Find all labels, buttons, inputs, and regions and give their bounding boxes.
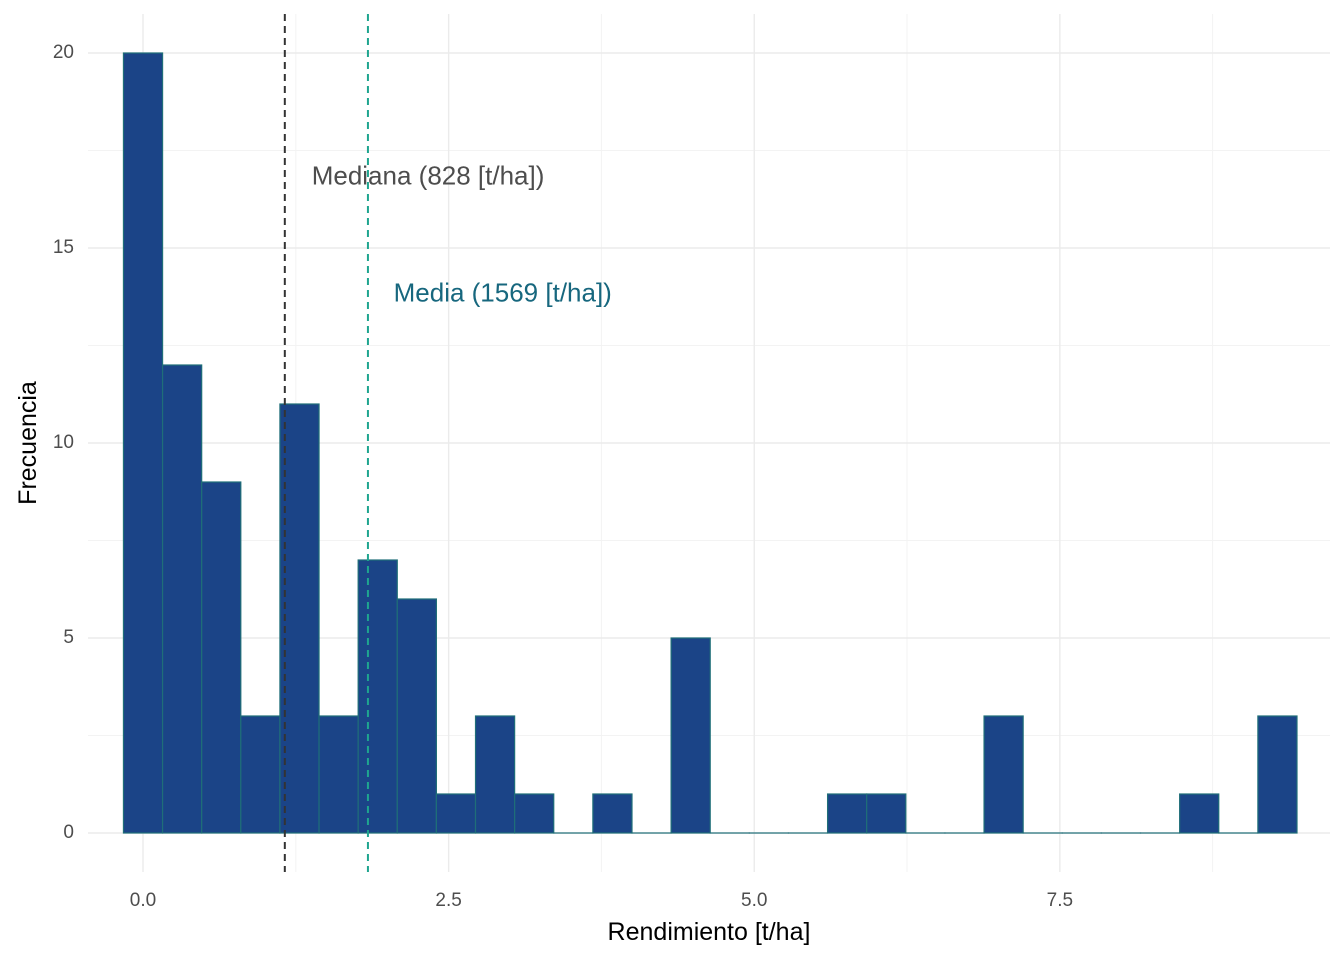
x-tick-label: 5.0: [741, 890, 767, 911]
x-axis-ticks: 0.0 2.5 5.0 7.5: [130, 890, 1073, 911]
histogram-bar: [435, 793, 477, 834]
histogram-bar: [866, 793, 907, 834]
histogram-bar: [318, 715, 359, 834]
y-tick-label: 10: [53, 432, 74, 453]
y-tick-label: 15: [53, 237, 74, 258]
x-tick-label: 7.5: [1047, 890, 1073, 911]
histogram-bar: [201, 481, 242, 834]
y-tick-label: 20: [53, 42, 74, 63]
histogram-bar: [161, 364, 203, 834]
histogram-bar: [279, 403, 320, 834]
y-tick-label: 0: [63, 822, 74, 843]
histogram-bar: [1179, 793, 1220, 834]
histogram-bar: [514, 793, 555, 834]
histogram-bar: [1257, 715, 1298, 834]
histogram-bar: [983, 715, 1024, 834]
histogram-bar: [592, 793, 633, 834]
x-tick-label: 0.0: [130, 890, 156, 911]
y-axis-title: Frecuencia: [14, 381, 42, 505]
y-axis-ticks: 0 5 10 15 20: [53, 42, 74, 843]
reference-lines: [283, 14, 369, 872]
y-tick-label: 5: [63, 627, 74, 648]
x-tick-label: 2.5: [435, 890, 461, 911]
histogram-bar: [670, 637, 711, 834]
histogram-bar: [357, 559, 398, 834]
histogram-bar: [826, 793, 868, 834]
histogram-bar: [240, 715, 281, 834]
reference-annotations: Mediana (828 [t/ha]) Media (1569 [t/ha]): [312, 161, 612, 308]
histogram-bars: [122, 52, 1298, 834]
histogram-bar: [122, 52, 164, 834]
x-axis-title: Rendimiento [t/ha]: [608, 918, 811, 946]
mean-annotation: Media (1569 [t/ha]): [394, 278, 612, 308]
median-annotation: Mediana (828 [t/ha]): [312, 161, 545, 191]
histogram-bar: [474, 715, 516, 834]
histogram-bar: [396, 598, 437, 834]
